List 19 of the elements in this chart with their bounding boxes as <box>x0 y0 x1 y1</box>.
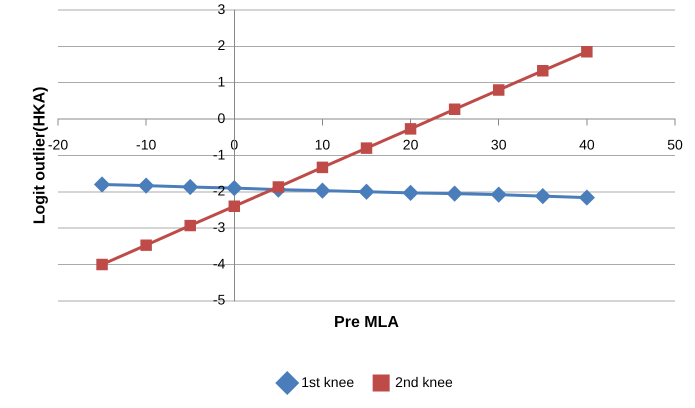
x-tick-label: 10 <box>314 136 330 152</box>
y-tick-label: -1 <box>212 146 226 162</box>
y-axis-title: Logit outlier(HKA) <box>31 86 48 224</box>
y-tick-label: -5 <box>212 292 226 308</box>
x-tick-label: -20 <box>48 136 68 152</box>
x-tick-label: 50 <box>667 136 683 152</box>
y-tick-label: 2 <box>217 37 226 54</box>
x-tick-label: -10 <box>136 136 156 152</box>
legend-label: 2nd knee <box>395 374 453 390</box>
y-tick-label: -3 <box>212 218 226 235</box>
x-axis-title: Pre MLA <box>334 314 400 331</box>
y-tick-label: 1 <box>217 74 226 90</box>
y-tick-label: 0 <box>217 110 226 126</box>
legend-label: 1st knee <box>301 374 354 390</box>
y-tick-label: -4 <box>212 255 226 272</box>
y-tick-label: 3 <box>217 0 226 17</box>
x-tick-label: 40 <box>579 136 595 152</box>
x-tick-label: 30 <box>490 136 507 152</box>
x-tick-label: 20 <box>402 136 419 152</box>
